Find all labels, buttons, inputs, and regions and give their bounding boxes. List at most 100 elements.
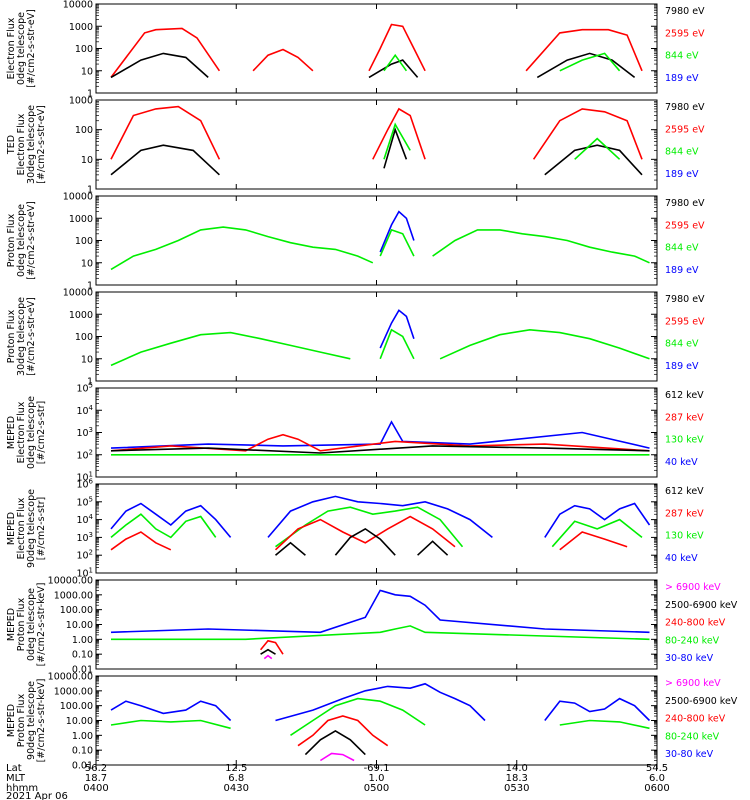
legend-item: 240-800 keV [665, 618, 726, 629]
bottom-tick-hhmm: 0530 [504, 783, 529, 794]
series-line [383, 127, 408, 169]
series-line [304, 729, 366, 756]
legend-item: 612 keV [665, 486, 704, 497]
bottom-axis-row-label-mlt: MLT [6, 773, 26, 784]
y-tick-label: 1000 [69, 22, 93, 33]
bottom-tick-lat: 14.0 [506, 763, 528, 774]
panel-4: 1 10 100 1000 10000 Proton Flux 30deg telescop… [6, 288, 705, 388]
y-tick-label: 104 [76, 404, 93, 417]
y-tick-label: 10 [81, 66, 93, 77]
legend-item: 40 keV [665, 553, 698, 564]
series-line [252, 48, 314, 72]
y-tick-label: 10 [81, 258, 93, 269]
bottom-axis-row-labels: Lat MLT hhmm [6, 763, 38, 794]
legend-item: 130 keV [665, 531, 704, 542]
y-axis-label-line: [#/cm2-s-str-eV] [36, 105, 47, 184]
legend-item: 240-800 keV [665, 714, 726, 725]
y-tick-label: 10 [81, 354, 93, 365]
series-line [383, 53, 408, 72]
y-axis-label-line: MEPED [6, 512, 17, 545]
legend-item: 2595 eV [665, 316, 705, 327]
y-axis-label-line: 90deg telescope [26, 489, 37, 568]
y-axis-label-line: 0deg telescope [16, 204, 27, 277]
legend-item: 130 keV [665, 435, 704, 446]
bottom-axis-row-label-hhmm: hhmm [6, 783, 38, 794]
y-tick-label: 1.00 [72, 635, 93, 646]
series-line [110, 513, 217, 539]
y-tick-label: 100 [75, 44, 93, 55]
series--6900-kev [319, 752, 355, 762]
y-axis-label-line: MEPED [6, 608, 17, 641]
panel-data [110, 105, 643, 176]
y-tick-label: 10.00 [66, 620, 93, 631]
series-line [544, 144, 643, 176]
series-line [574, 137, 621, 160]
y-tick-label: 10000 [63, 0, 93, 11]
panel-frame [95, 3, 658, 94]
y-tick-label: 10.00 [66, 716, 93, 727]
legend-item: 2595 eV [665, 28, 705, 39]
y-axis-label-line: 0deg telescope [16, 12, 27, 85]
y-tick-label: 0.10 [72, 746, 93, 757]
y-axis-label-line: Electron Flux [6, 17, 17, 79]
bottom-tick-hhmm: 0600 [644, 783, 669, 794]
y-tick-label: 1000 [69, 96, 93, 107]
series-line [259, 639, 284, 655]
legend-item: > 6900 keV [665, 582, 721, 593]
panel-frame [95, 291, 658, 382]
series-line [111, 625, 650, 641]
series-line [275, 682, 486, 722]
series-40-kev [110, 420, 650, 449]
panel-data [110, 23, 643, 79]
legend-item: 2500-6900 keV [665, 600, 738, 611]
series-line [544, 697, 651, 722]
bottom-tick-hhmm: 0430 [224, 783, 249, 794]
legend-item: 844 eV [665, 51, 699, 62]
series-line [297, 715, 389, 747]
series-line [110, 105, 221, 160]
y-tick-label: 1000 [69, 214, 93, 225]
legend-item: 287 keV [665, 508, 704, 519]
series-line [439, 328, 650, 360]
y-axis-label-line: 0deg telescope [26, 588, 37, 661]
y-axis-label-line: Electron Flux [16, 401, 27, 463]
bottom-axis-ticks: 56.218.7040012.56.80430-69.11.0050014.01… [83, 763, 669, 794]
series-2500-6900-kev [304, 729, 366, 756]
y-tick-label: 103 [76, 426, 93, 439]
series-line [559, 531, 628, 551]
panel-8: 0.01 0.10 1.00 10.00 100.00 1000.00 10000.00 ME… [6, 672, 738, 772]
series-189-ev [379, 210, 415, 253]
series-612-kev [110, 445, 650, 454]
panel-frame [95, 579, 658, 670]
y-tick-label: 100 [75, 332, 93, 343]
series-7980-ev [110, 52, 636, 79]
y-tick-label: 10000.00 [48, 672, 93, 683]
series-line [274, 541, 306, 556]
series-30-80-kev [110, 589, 650, 634]
y-axis-label-line: 30deg telescope [16, 297, 27, 376]
legend-item: 287 keV [665, 412, 704, 423]
legend-item: 7980 eV [665, 294, 705, 305]
legend-item: 7980 eV [665, 102, 705, 113]
legend-item: 2500-6900 keV [665, 696, 738, 707]
series-line [319, 752, 355, 762]
series-line [110, 719, 231, 730]
y-tick-label: 106 [76, 478, 93, 491]
panel-2: 1 10 100 1000 TED Electron Flux 30deg telescop… [6, 96, 705, 196]
series-844-ev [383, 122, 621, 160]
panel-data [110, 210, 650, 271]
series-line [110, 700, 232, 722]
y-axis-label-line: MEPED [6, 704, 17, 737]
panel-3: 1 10 100 1000 10000 Proton Flux 0deg telescope… [6, 192, 705, 292]
y-axis-label-line: [#/cm2-s-str-keV] [36, 583, 47, 667]
y-axis-label-line: Proton Flux [16, 597, 27, 651]
series-line [110, 589, 650, 634]
series-line [110, 445, 650, 454]
series-844-ev [110, 328, 650, 367]
panel-1: 1 10 100 1000 10000 Electron Flux 0deg telesco… [6, 0, 705, 100]
y-tick-label: 10 [81, 155, 93, 166]
y-axis-label-line: 0deg telescope [26, 396, 37, 469]
